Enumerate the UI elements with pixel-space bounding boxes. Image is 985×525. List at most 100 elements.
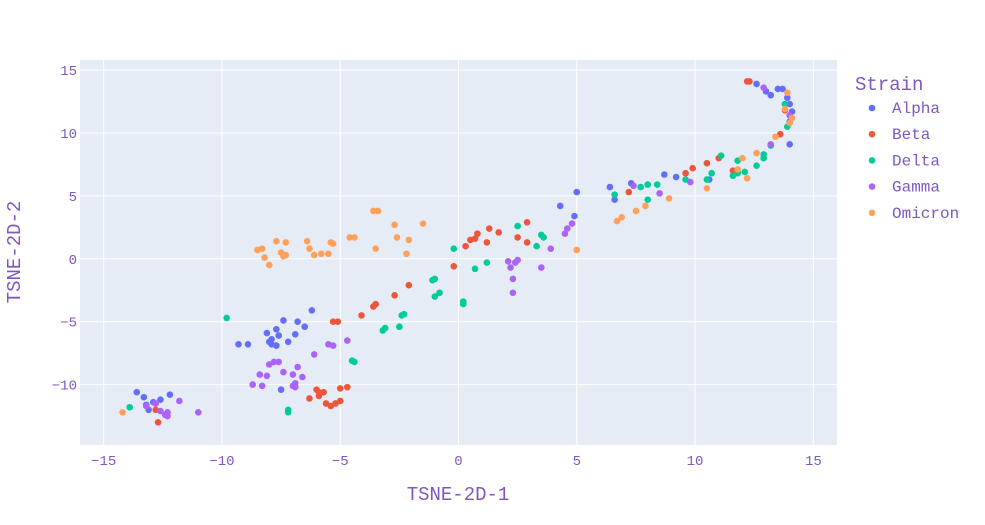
data-point (176, 397, 183, 405)
data-point (573, 188, 581, 196)
data-point (258, 382, 266, 390)
data-point (573, 246, 581, 254)
series-omicron (119, 89, 796, 416)
data-point (275, 358, 283, 366)
data-point (753, 162, 760, 169)
y-tick-label: 5 (69, 190, 77, 206)
data-point (344, 337, 351, 344)
legend-item-omicron[interactable]: Omicron (868, 205, 960, 223)
legend-item-delta[interactable]: Delta (868, 152, 941, 170)
data-point (277, 386, 285, 393)
legend-item-gamma[interactable]: Gamma (868, 179, 941, 197)
data-point (632, 207, 640, 215)
data-point (483, 239, 491, 246)
data-point (294, 318, 301, 325)
data-point (370, 207, 377, 215)
legend-label: Delta (892, 152, 940, 170)
data-point (152, 400, 159, 407)
data-point (540, 234, 547, 241)
x-tick-label: −10 (209, 454, 234, 470)
data-point (781, 100, 789, 108)
data-point (346, 234, 353, 241)
data-point (372, 245, 380, 253)
data-point (249, 381, 256, 388)
data-point (351, 234, 358, 241)
data-point (223, 314, 230, 322)
data-point (280, 368, 287, 376)
data-point (320, 388, 327, 396)
data-point (317, 250, 325, 258)
data-point (637, 183, 644, 191)
data-point (336, 385, 344, 392)
x-tick-label: −15 (91, 454, 116, 470)
x-axis-ticks: −15 −10 −5 0 5 10 15 (91, 454, 822, 470)
data-point (273, 342, 280, 349)
x-axis-title: TSNE-2D-1 (407, 484, 510, 506)
data-point (119, 408, 126, 416)
data-point (133, 388, 141, 396)
data-point (746, 78, 753, 85)
data-point (329, 240, 337, 247)
y-tick-label: 15 (60, 64, 77, 80)
data-point (381, 324, 389, 332)
data-point (644, 196, 652, 203)
legend: Strain Alpha Beta Delta Gamma Omicron (855, 74, 959, 223)
data-point (358, 312, 365, 319)
legend-item-alpha[interactable]: Alpha (868, 100, 941, 118)
data-point (273, 325, 280, 333)
data-point (687, 178, 694, 186)
y-axis-title: TSNE-2D-2 (4, 201, 26, 304)
data-point (391, 221, 398, 229)
data-points (119, 78, 796, 426)
data-point (303, 237, 311, 245)
data-point (644, 181, 652, 188)
y-tick-label: 10 (60, 127, 77, 143)
data-point (459, 300, 467, 308)
x-tick-label: 0 (454, 454, 462, 470)
data-point (334, 318, 342, 325)
data-point (656, 190, 663, 197)
data-point (282, 239, 290, 246)
data-point (164, 412, 171, 420)
data-point (299, 373, 306, 381)
data-point (734, 166, 741, 173)
data-point (760, 151, 767, 158)
data-point (760, 84, 767, 91)
x-tick-label: 5 (573, 454, 581, 470)
legend-label: Alpha (892, 100, 940, 118)
grid-lines (80, 60, 837, 445)
x-tick-label: −5 (332, 454, 349, 470)
y-tick-label: −5 (60, 316, 77, 332)
data-point (256, 371, 264, 378)
legend-marker (868, 209, 876, 217)
data-point (533, 242, 540, 250)
data-point (779, 85, 786, 93)
data-point (308, 307, 316, 314)
data-point (157, 396, 164, 404)
legend-item-beta[interactable]: Beta (868, 126, 931, 144)
data-point (294, 363, 301, 371)
data-point (618, 213, 626, 221)
data-point (310, 351, 318, 358)
data-point (717, 152, 725, 159)
data-point (336, 397, 344, 405)
data-point (661, 171, 668, 178)
data-point (351, 358, 358, 366)
data-point (284, 338, 292, 346)
data-point (509, 275, 517, 283)
legend-label: Gamma (892, 179, 940, 197)
data-point (393, 234, 401, 241)
data-point (344, 383, 351, 391)
data-point (788, 114, 796, 122)
data-point (606, 183, 614, 191)
data-point (772, 133, 779, 141)
data-point (682, 169, 689, 177)
series-gamma (142, 84, 793, 420)
data-point (450, 245, 458, 253)
data-point (509, 289, 517, 297)
data-point (471, 265, 479, 273)
data-point (753, 80, 760, 88)
data-point (329, 318, 337, 325)
data-point (329, 342, 337, 349)
legend-label: Omicron (892, 205, 959, 223)
